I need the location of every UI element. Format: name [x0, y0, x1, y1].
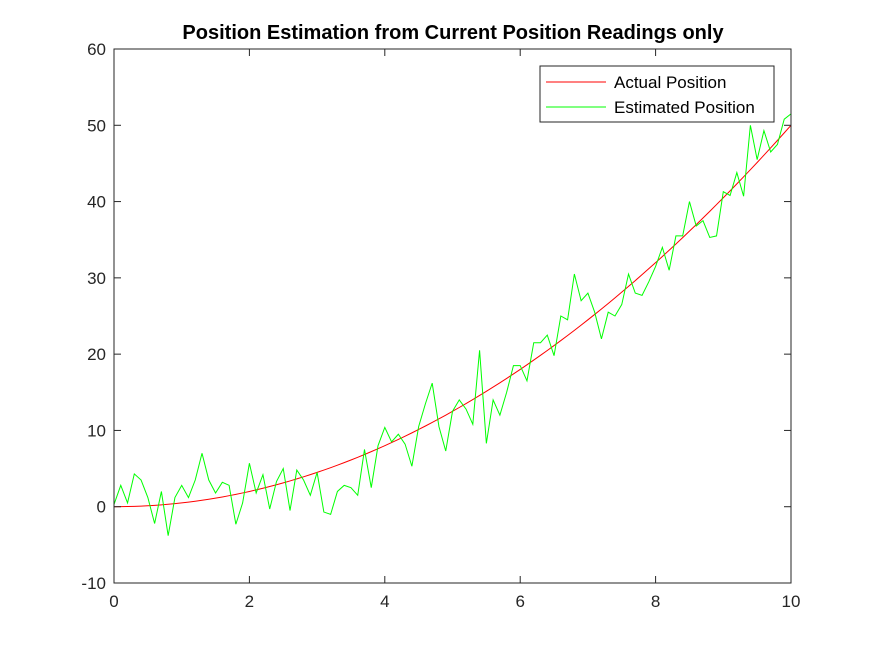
axes-box	[113, 48, 792, 584]
series-line-estimated-position	[113, 113, 792, 536]
y-tick-label: 10	[87, 421, 106, 440]
y-tick-label: 30	[87, 269, 106, 288]
legend-label: Actual Position	[614, 73, 726, 92]
series-layer	[113, 113, 792, 536]
y-tick-label: 20	[87, 345, 106, 364]
x-tick-label: 6	[515, 592, 524, 611]
y-tick-label: 40	[87, 193, 106, 212]
chart-title: Position Estimation from Current Positio…	[182, 22, 724, 44]
x-tick-label: 8	[651, 592, 660, 611]
x-tick-label: 0	[109, 592, 118, 611]
y-tick-label: 50	[87, 116, 106, 135]
x-tick-label: 10	[782, 592, 801, 611]
y-tick-label: -10	[81, 574, 106, 593]
x-tick-label: 2	[245, 592, 254, 611]
y-tick-label: 0	[97, 498, 106, 517]
legend-box	[539, 65, 775, 123]
plot-area	[114, 49, 791, 583]
legend: Actual Position Estimated Position	[539, 65, 775, 123]
legend-label: Estimated Position	[614, 98, 755, 117]
x-tick-label: 4	[380, 592, 389, 611]
y-tick-label: 60	[87, 40, 106, 59]
